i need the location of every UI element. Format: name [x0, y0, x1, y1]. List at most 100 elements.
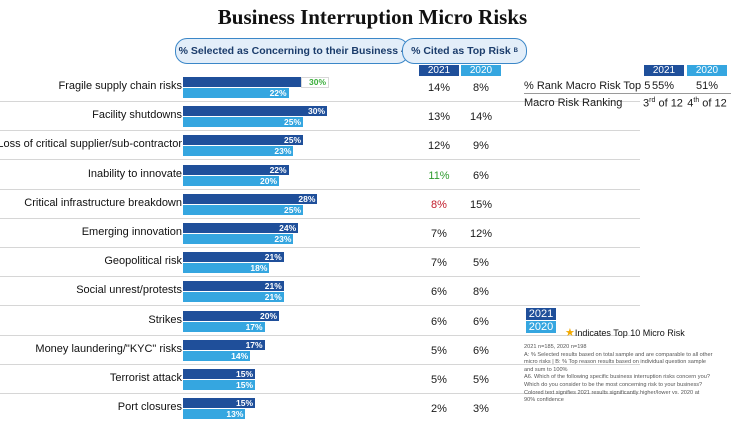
top-risk-2020-social-unrest-protests: 8%: [473, 286, 489, 299]
top-risk-2021-port-closures: 2%: [431, 403, 447, 416]
ranking-2020-ordinal: th: [693, 97, 700, 104]
highlight-label-box: 30%: [301, 77, 329, 88]
top-risk-2021-fragile-supply-chain-risks: 14%: [427, 82, 451, 94]
bar-2021-terrorist-attack: 15%: [183, 369, 255, 379]
row-separator: [0, 101, 640, 102]
star-icon: ★: [565, 327, 575, 339]
top-risk-2021-critical-infrastructure-breakdown: 8%: [431, 198, 447, 211]
footnote-line: A6. Which of the following specific busi…: [524, 374, 710, 381]
bar-2020-port-closures: 13%: [183, 409, 246, 420]
row-label-social-unrest-protests: Social unrest/protests: [76, 284, 182, 297]
macro-year-2020-header: 2020: [687, 65, 727, 76]
bar-2021-social-unrest-protests: 21%: [183, 281, 284, 292]
row-label-strikes: Strikes: [148, 313, 182, 326]
macro-rank-top5-label: % Rank Macro Risk Top 5: [524, 80, 651, 92]
bar-2020-terrorist-attack: 15%: [183, 380, 255, 390]
footnote-line: micro risks | B: % Top reason results ba…: [524, 359, 706, 366]
bar-2021-inability-to-innovate: 22%: [183, 164, 289, 175]
footnote-line: Colored text signifies 2021 results sign…: [524, 389, 700, 396]
top-risk-year-2020-header: 2020: [461, 65, 501, 76]
macro-risk-ranking-label: Macro Risk Ranking: [524, 97, 623, 109]
bar-2021-port-closures: 15%: [183, 398, 255, 409]
cited-top-risk-label: % Cited as Top Risk: [411, 45, 511, 57]
row-separator: [0, 276, 640, 278]
top-risk-2021-geopolitical-risk: 7%: [431, 257, 447, 270]
ranking-2021-number: 3: [643, 97, 650, 110]
top-risk-2020-loss-of-critical-supplier-sub-contractor: 9%: [473, 140, 489, 153]
top-risk-2020-facility-shutdowns: 14%: [469, 111, 493, 124]
macro-year-2021-header: 2021: [644, 65, 684, 76]
bar-2020-strikes: 17%: [183, 321, 265, 332]
chart-title: Business Interruption Micro Risks: [217, 5, 528, 29]
top-risk-2020-emerging-innovation: 12%: [469, 228, 493, 240]
bar-2021-emerging-innovation: 24%: [183, 223, 299, 233]
bar-2020-inability-to-innovate: 20%: [183, 175, 279, 186]
top-risk-2021-terrorist-attack: 5%: [431, 374, 447, 386]
row-separator: [0, 188, 640, 190]
macro-rank-top5-2021: 55%: [651, 80, 675, 92]
top-risk-year-2021-header: 2021: [419, 65, 459, 76]
macro-rank-top5-2020: 51%: [695, 80, 719, 92]
row-label-emerging-innovation: Emerging innovation: [81, 226, 182, 238]
row-label-fragile-supply-chain-risks: Fragile supply chain risks: [58, 80, 183, 92]
top-risk-2021-strikes: 6%: [431, 315, 447, 328]
bar-2020-critical-infrastructure-breakdown: 25%: [183, 204, 303, 215]
bar-2020-facility-shutdowns: 25%: [183, 117, 303, 128]
ranking-2021-ordinal: rd: [649, 97, 656, 104]
top-risk-2020-critical-infrastructure-breakdown: 15%: [469, 198, 493, 211]
row-label-port-closures: Port closures: [117, 401, 182, 414]
row-separator: [0, 130, 640, 132]
legend-2021-swatch: 2021: [526, 308, 556, 320]
top-risk-2020-fragile-supply-chain-risks: 8%: [473, 82, 489, 94]
bar-2020-money-laundering-kyc-risks: 14%: [183, 350, 251, 361]
ranking-2021-suffix: of 12: [655, 97, 683, 110]
bar-2021-facility-shutdowns: 30%: [183, 106, 327, 117]
top-risk-2021-facility-shutdowns: 13%: [427, 111, 451, 124]
row-separator: [0, 247, 640, 248]
cited-top-risk-pill: % Cited as Top Risk B: [402, 38, 527, 64]
row-label-money-laundering-kyc-risks: Money laundering/"KYC" risks: [35, 342, 182, 355]
bar-2021-loss-of-critical-supplier-sub-contractor: 25%: [183, 135, 303, 146]
bar-2021-strikes: 20%: [183, 310, 279, 321]
top-risk-2020-money-laundering-kyc-risks: 6%: [473, 344, 489, 357]
row-label-facility-shutdowns: Facility shutdowns: [92, 109, 182, 122]
bar-2021-geopolitical-risk: 21%: [183, 252, 284, 263]
bar-2021-money-laundering-kyc-risks: 17%: [183, 339, 265, 350]
footnotes: 2021 n=185, 2020 n=198 A: % Selected resu…: [524, 344, 734, 405]
legend-top10-note: ★Indicates Top 10 Micro Risk: [565, 326, 685, 339]
bar-2020-loss-of-critical-supplier-sub-contractor: 23%: [183, 146, 294, 157]
row-label-critical-infrastructure-breakdown: Critical infrastructure breakdown: [24, 196, 182, 209]
bar-2021-critical-infrastructure-breakdown: 28%: [183, 193, 318, 204]
row-separator: [0, 363, 640, 365]
top-risk-2021-emerging-innovation: 7%: [431, 228, 447, 240]
footnote-line: A: % Selected results based on total sam…: [524, 351, 713, 358]
top-risk-2020-terrorist-attack: 5%: [473, 374, 489, 386]
top-risk-2020-strikes: 6%: [473, 315, 489, 328]
top-risk-2020-geopolitical-risk: 5%: [473, 257, 489, 270]
row-separator: [0, 159, 640, 161]
cited-top-risk-footnote-mark: B: [513, 48, 518, 54]
top-risk-2021-money-laundering-kyc-risks: 5%: [431, 344, 447, 357]
top-risk-2021-social-unrest-protests: 6%: [431, 286, 447, 299]
row-separator: [0, 305, 640, 307]
selected-concerning-label: % Selected as Concerning to their Busine…: [178, 45, 399, 57]
bar-2021-fragile-supply-chain-risks: [183, 77, 327, 87]
bar-2020-emerging-innovation: 23%: [183, 234, 294, 244]
footnote-line: 2021 n=185, 2020 n=198: [524, 344, 587, 350]
ranking-2020-suffix: of 12: [699, 97, 727, 110]
macro-risk-ranking-2021: 3rd of 12: [643, 97, 683, 110]
footnote-line: 90% confidence: [524, 397, 564, 404]
ranking-2020-number: 4: [687, 97, 694, 110]
top-risk-2021-inability-to-innovate: 11%: [428, 169, 450, 182]
row-separator: [0, 334, 640, 336]
row-label-geopolitical-risk: Geopolitical risk: [104, 255, 182, 268]
macro-risk-ranking-2020: 4th of 12: [687, 97, 727, 110]
value-label-2021-fragile-supply-chain-risks: 30%: [308, 77, 326, 87]
legend-2020-swatch: 2020: [526, 321, 556, 333]
top-risk-2021-loss-of-critical-supplier-sub-contractor: 12%: [427, 140, 451, 153]
row-label-loss-of-critical-supplier-sub-contractor: Loss of critical supplier/sub-contractor: [0, 138, 182, 151]
top-risk-2020-inability-to-innovate: 6%: [473, 169, 489, 182]
footnote-line: Which do you consider to be the most con…: [524, 381, 703, 388]
top-risk-2020-port-closures: 3%: [473, 403, 489, 416]
macro-divider: [524, 93, 731, 94]
